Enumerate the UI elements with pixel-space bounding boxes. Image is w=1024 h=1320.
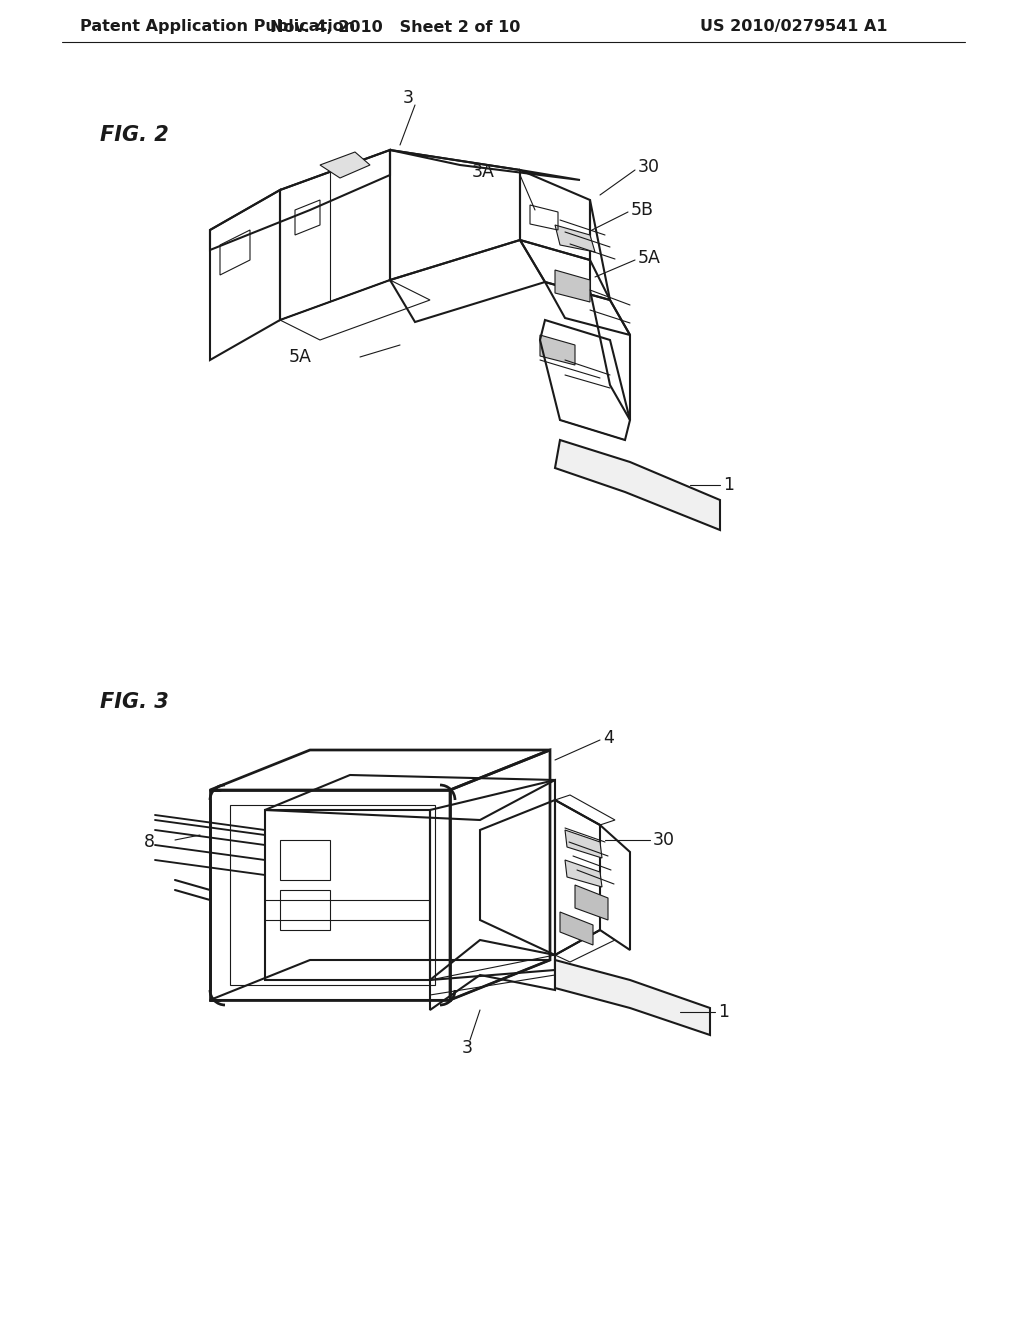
Text: 3A: 3A: [472, 162, 495, 181]
Text: 5B: 5B: [631, 201, 654, 219]
Text: US 2010/0279541 A1: US 2010/0279541 A1: [700, 20, 888, 34]
Text: 1: 1: [718, 1003, 729, 1020]
Text: 30: 30: [653, 832, 675, 849]
Text: 1: 1: [723, 477, 734, 494]
Polygon shape: [565, 861, 602, 887]
Polygon shape: [540, 335, 575, 366]
Text: 3: 3: [462, 1039, 472, 1057]
Polygon shape: [555, 440, 720, 531]
Text: 5A: 5A: [638, 249, 660, 267]
Polygon shape: [555, 960, 710, 1035]
Polygon shape: [555, 224, 595, 252]
Polygon shape: [575, 884, 608, 920]
Text: 4: 4: [603, 729, 613, 747]
Text: Patent Application Publication: Patent Application Publication: [80, 20, 355, 34]
Polygon shape: [565, 830, 602, 858]
Text: 3: 3: [402, 88, 414, 107]
Polygon shape: [319, 152, 370, 178]
Polygon shape: [560, 912, 593, 945]
Text: 5A: 5A: [289, 348, 311, 366]
Text: FIG. 2: FIG. 2: [100, 125, 169, 145]
Text: Nov. 4, 2010   Sheet 2 of 10: Nov. 4, 2010 Sheet 2 of 10: [269, 20, 520, 34]
Polygon shape: [555, 271, 590, 302]
Text: FIG. 3: FIG. 3: [100, 692, 169, 711]
Text: 30: 30: [638, 158, 660, 176]
Text: 8: 8: [144, 833, 155, 851]
